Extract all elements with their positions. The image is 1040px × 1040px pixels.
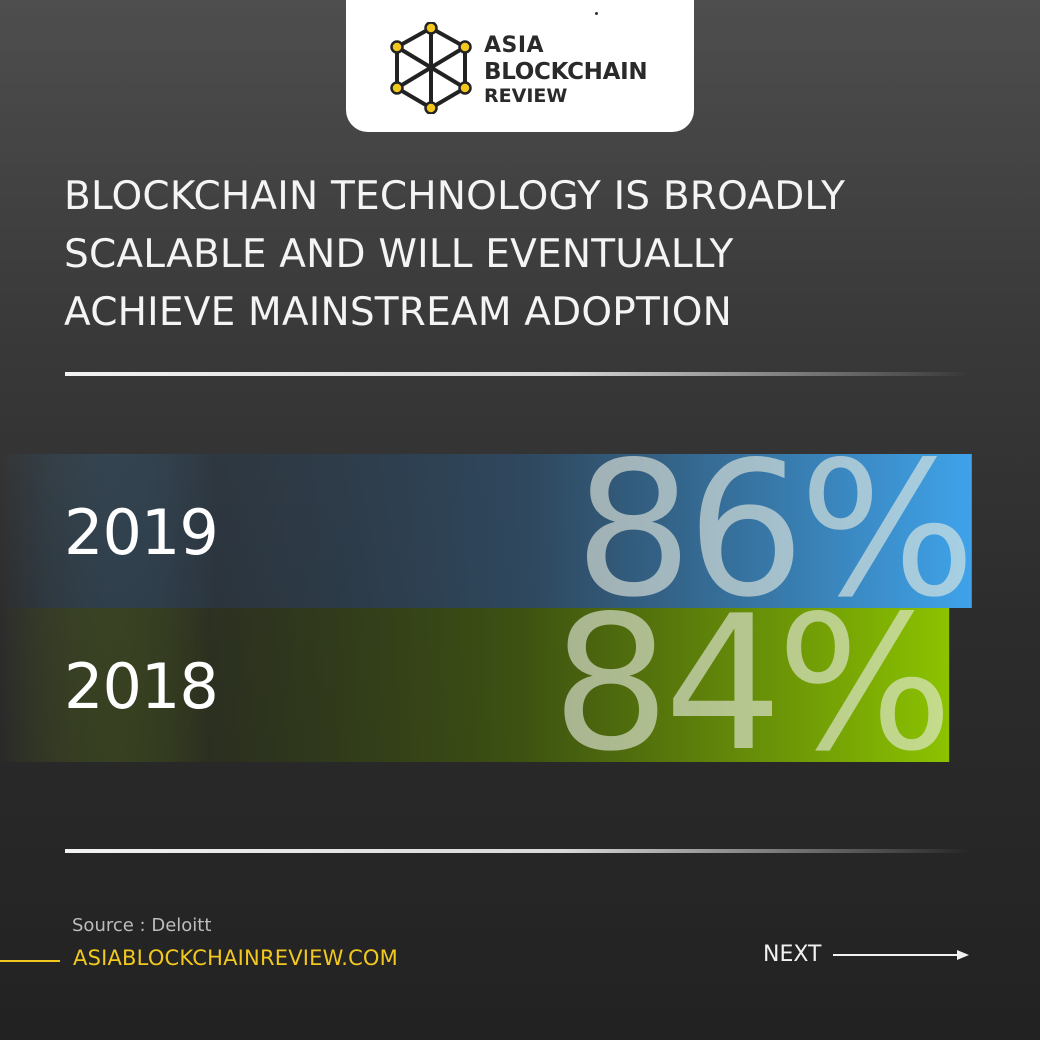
next-button[interactable]: NEXT: [763, 942, 971, 967]
value-label-2019: 86%: [574, 421, 969, 638]
logo-wordmark: ASIA BLOCKCHAIN REVIEW: [484, 32, 648, 107]
headline-line-2: SCALABLE AND WILL EVENTUALLY: [64, 232, 734, 277]
hexagon-network-icon: [390, 22, 472, 114]
logo-line-3: REVIEW: [484, 85, 568, 107]
logo-line-1: ASIA: [484, 33, 545, 58]
website-accent-line: [0, 960, 60, 962]
category-label-2018: 2018: [64, 650, 219, 723]
website-link[interactable]: ASIABLOCKCHAINREVIEW.COM: [73, 946, 398, 970]
headline-line-3: ACHIEVE MAINSTREAM ADOPTION: [64, 290, 732, 335]
logo-line-2: BLOCKCHAIN: [484, 59, 648, 85]
divider-bottom: [65, 849, 970, 853]
arrow-right-icon: [833, 949, 970, 960]
bar-2018: [0, 608, 950, 762]
headline-line-1: BLOCKCHAIN TECHNOLOGY IS BROADLY: [64, 174, 846, 219]
value-label-2018: 84%: [552, 575, 947, 792]
category-label-2019: 2019: [64, 496, 219, 569]
divider-top: [65, 372, 970, 376]
decorative-dot: [595, 12, 598, 15]
logo-card: ASIA BLOCKCHAIN REVIEW: [346, 0, 694, 132]
source-note: Source : Deloitt: [72, 915, 212, 936]
bar-2019: [0, 454, 972, 608]
next-label: NEXT: [763, 942, 822, 967]
headline: BLOCKCHAIN TECHNOLOGY IS BROADLY SCALABL…: [64, 168, 964, 342]
